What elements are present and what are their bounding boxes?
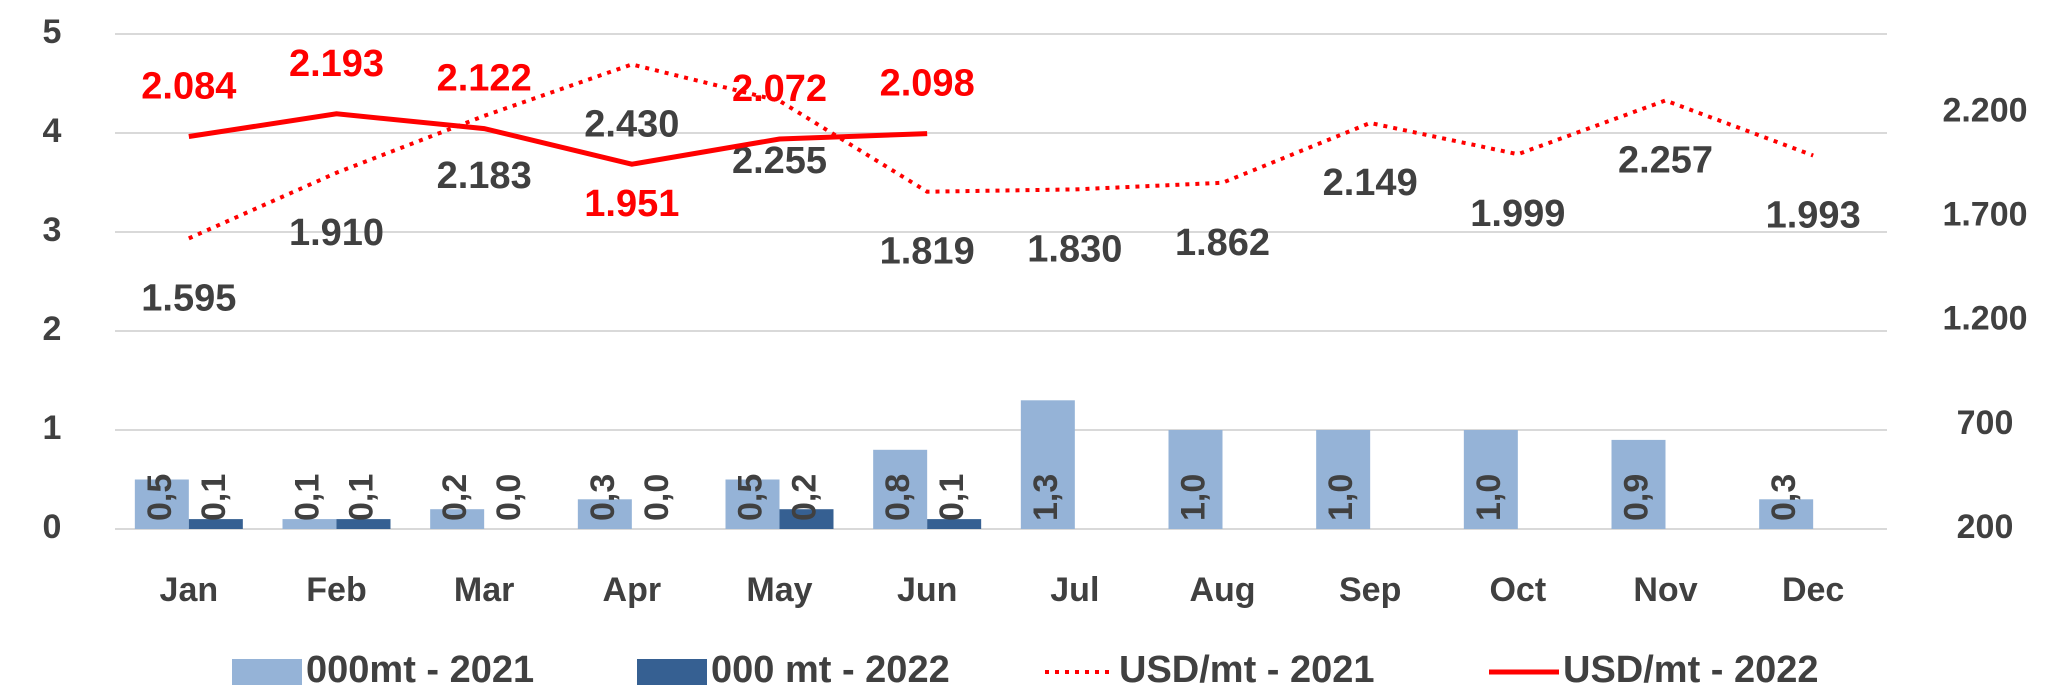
- x-tick-label: May: [746, 571, 812, 609]
- line-value-label: 1.999: [1470, 193, 1565, 235]
- bar: [336, 519, 391, 529]
- legend-label: USD/mt - 2021: [1119, 649, 1375, 691]
- bar: [134, 479, 189, 529]
- bar-value-label: 0,5: [141, 474, 179, 521]
- y-tick-label: 1: [43, 409, 62, 447]
- legend-label: 000 mt - 2022: [711, 649, 950, 691]
- bar: [577, 499, 632, 529]
- bar: [282, 519, 337, 529]
- x-tick-label: Sep: [1339, 571, 1401, 609]
- bar-value-label: 0,1: [342, 474, 380, 521]
- x-tick-label: Apr: [603, 571, 662, 609]
- y-tick-label: 5: [43, 13, 62, 51]
- x-tick-label: Dec: [1782, 571, 1844, 609]
- y-tick-label: 4: [43, 112, 62, 150]
- bar-value-label: 0,2: [785, 474, 823, 521]
- y2-tick-label: 200: [1957, 508, 2014, 546]
- x-tick-label: Nov: [1633, 571, 1697, 609]
- line-value-label: 2.072: [732, 68, 827, 110]
- bar-value-label: 1,3: [1027, 474, 1065, 521]
- bar-value-label: 0,3: [584, 474, 622, 521]
- bar-value-label: 0,1: [288, 474, 326, 521]
- bar-value-label: 0,3: [1765, 474, 1803, 521]
- legend-swatch: [637, 659, 707, 685]
- bar: [430, 509, 485, 529]
- bar-value-label: 0,8: [879, 474, 917, 521]
- line-value-label: 1.819: [880, 231, 975, 273]
- y-tick-label: 3: [43, 211, 62, 249]
- line-value-label: 2.084: [141, 66, 236, 108]
- x-tick-label: Aug: [1189, 571, 1255, 609]
- line-value-label: 1.910: [289, 212, 384, 254]
- y2-tick-label: 1.200: [1942, 300, 2027, 338]
- line-value-label: 1.862: [1175, 222, 1270, 264]
- bar: [1759, 499, 1814, 529]
- y2-tick-label: 2.200: [1942, 91, 2027, 129]
- line-value-label: 2.257: [1618, 139, 1713, 181]
- bar: [1316, 430, 1371, 529]
- bar-value-label: 1,0: [1322, 474, 1360, 521]
- legend-label: 000mt - 2021: [306, 649, 534, 691]
- y2-tick-label: 700: [1957, 404, 2014, 442]
- bar: [873, 449, 928, 529]
- legend-swatch: [232, 659, 302, 685]
- line-value-label: 1.993: [1766, 194, 1861, 236]
- line-value-label: 2.183: [437, 155, 532, 197]
- line-value-label: 1.830: [1027, 228, 1122, 270]
- x-tick-label: Jul: [1050, 571, 1099, 609]
- bar-value-label: 0,2: [436, 474, 474, 521]
- line-value-label: 2.149: [1323, 162, 1418, 204]
- bar: [725, 479, 780, 529]
- bar-value-label: 1,0: [1470, 474, 1508, 521]
- bar-value-label: 1,0: [1174, 474, 1212, 521]
- line-value-label: 2.098: [880, 63, 975, 105]
- line-value-label: 2.122: [437, 58, 532, 100]
- line: [188, 111, 928, 167]
- bar: [779, 509, 834, 529]
- bar-value-label: 0,9: [1617, 474, 1655, 521]
- bar-value-label: 0,1: [195, 474, 233, 521]
- y2-tick-label: 1.700: [1942, 195, 2027, 233]
- bar-value-label: 0,0: [490, 474, 528, 521]
- x-tick-label: Jun: [897, 571, 957, 609]
- line-value-label: 1.595: [141, 277, 236, 319]
- bar-value-label: 0,5: [731, 474, 769, 521]
- line: [188, 62, 1814, 241]
- legend-label: USD/mt - 2022: [1563, 649, 1819, 691]
- bar-value-label: 0,1: [933, 474, 971, 521]
- y-tick-label: 2: [43, 310, 62, 348]
- line-value-label: 2.430: [584, 103, 679, 145]
- line-value-label: 1.951: [584, 183, 679, 225]
- x-tick-label: Feb: [306, 571, 366, 609]
- bar: [188, 519, 243, 529]
- bar-value-label: 0,0: [638, 474, 676, 521]
- x-tick-label: Jan: [160, 571, 219, 609]
- bar: [1463, 430, 1518, 529]
- x-tick-label: Mar: [454, 571, 514, 609]
- bar: [1168, 430, 1223, 529]
- y-tick-label: 0: [43, 508, 62, 546]
- bar: [927, 519, 982, 529]
- bar: [1611, 439, 1666, 529]
- bar: [1020, 400, 1075, 529]
- line-value-label: 2.193: [289, 43, 384, 85]
- x-tick-label: Oct: [1489, 571, 1546, 609]
